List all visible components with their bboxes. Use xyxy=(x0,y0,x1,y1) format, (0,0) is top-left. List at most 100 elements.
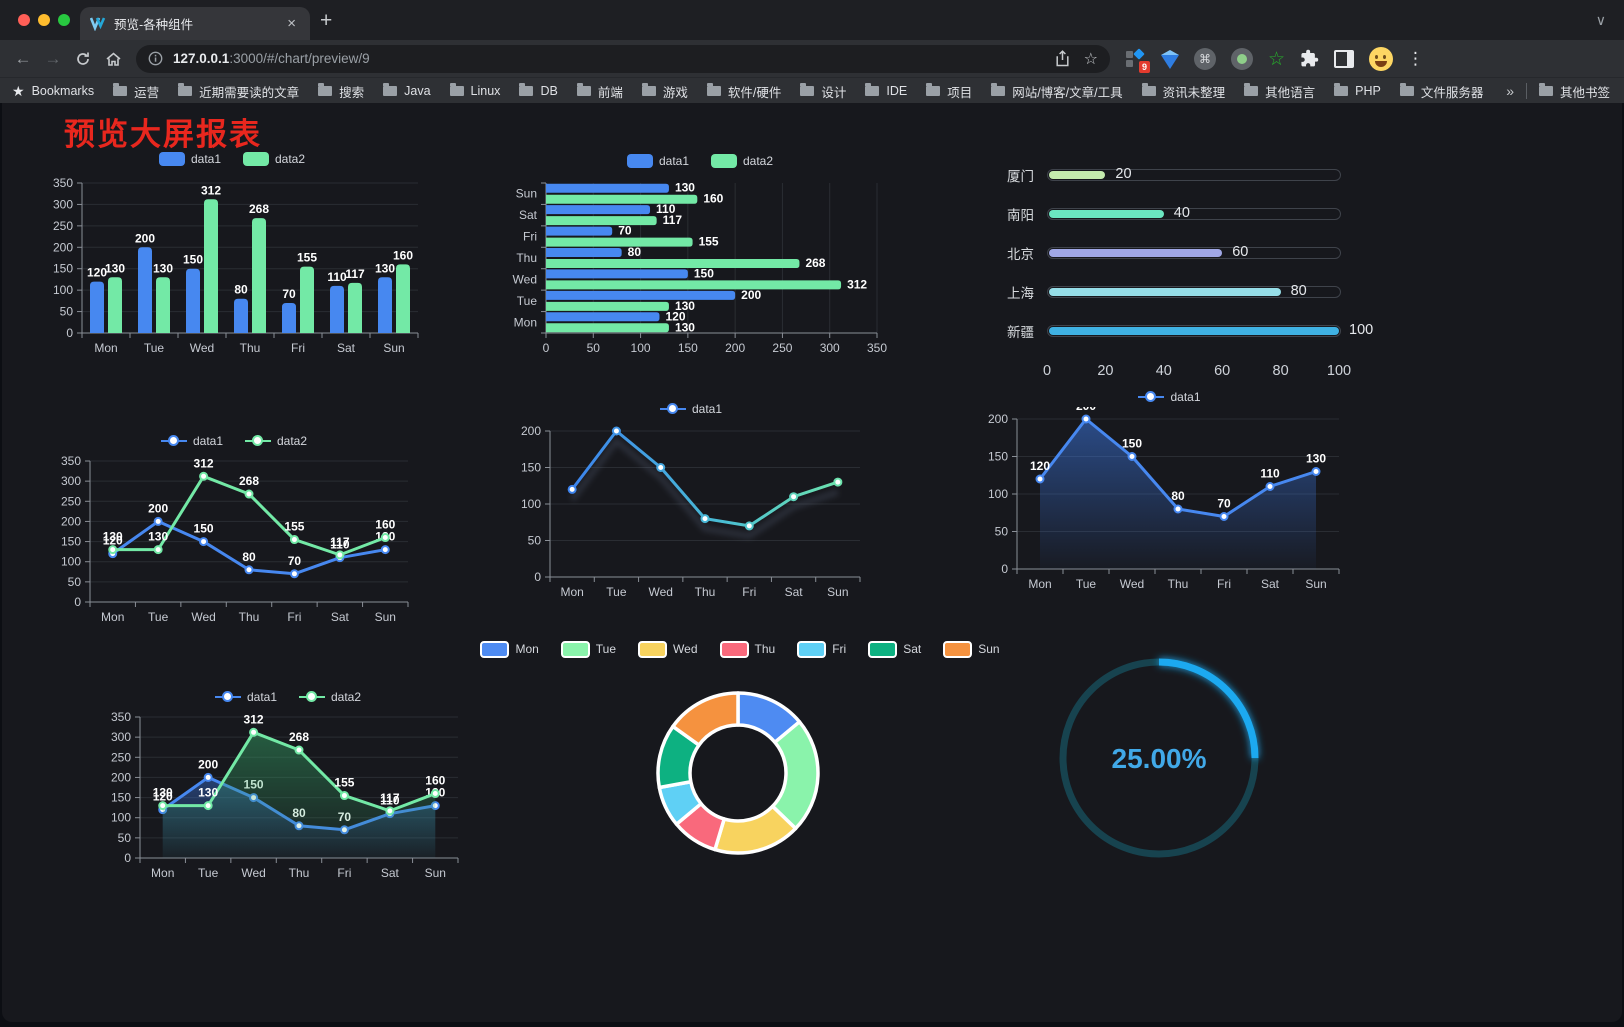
forward-button[interactable]: → xyxy=(44,48,62,68)
bookmark-folder-3[interactable]: Java xyxy=(383,83,431,98)
profile-avatar[interactable] xyxy=(1369,46,1394,71)
legend-item-data1[interactable]: data1 xyxy=(1138,390,1201,404)
svg-text:268: 268 xyxy=(239,474,259,488)
bookmark-folder-16[interactable]: 文件服务器 xyxy=(1399,82,1483,101)
legend-label: data1 xyxy=(246,690,277,704)
legend-swatch xyxy=(214,690,241,704)
legend-item-data1[interactable]: data1 xyxy=(659,402,722,416)
svg-text:100: 100 xyxy=(111,811,131,825)
minimize-window-button[interactable] xyxy=(38,14,50,26)
other-bookmarks-item[interactable]: 其他书签 xyxy=(1538,82,1610,101)
svg-text:80: 80 xyxy=(1171,489,1185,503)
legend-item-data2[interactable]: data2 xyxy=(245,434,307,448)
bookmark-star-icon[interactable]: ☆ xyxy=(1083,50,1098,68)
legend-item-data2[interactable]: data2 xyxy=(243,152,305,166)
svg-text:150: 150 xyxy=(988,450,1008,464)
svg-text:Tue: Tue xyxy=(198,866,219,880)
bookmark-folder-8[interactable]: 软件/硬件 xyxy=(706,82,781,101)
bookmark-folder-0[interactable]: 运营 xyxy=(113,82,159,101)
svg-text:300: 300 xyxy=(111,730,131,744)
svg-text:130: 130 xyxy=(103,530,123,544)
svg-text:Fri: Fri xyxy=(1217,577,1231,591)
bookmarks-manager-item[interactable]: ★ Bookmarks xyxy=(12,83,94,100)
progress-value: 100 xyxy=(1349,322,1374,338)
bookmark-folder-15[interactable]: PHP xyxy=(1334,83,1381,98)
legend-item-data1[interactable]: data1 xyxy=(214,690,277,704)
svg-text:Wed: Wed xyxy=(191,610,215,624)
site-info-icon[interactable] xyxy=(148,51,163,66)
svg-text:100: 100 xyxy=(631,341,651,355)
bookmark-folder-13[interactable]: 资讯未整理 xyxy=(1141,82,1225,101)
svg-text:200: 200 xyxy=(148,501,168,515)
legend-item-Sat[interactable]: Sat xyxy=(868,640,921,658)
legend-item-Sun[interactable]: Sun xyxy=(943,640,1000,658)
address-bar[interactable]: 127.0.0.1:3000/#/chart/preview/9 ☆ xyxy=(136,44,1110,73)
legend-swatch xyxy=(243,152,269,166)
back-button[interactable]: ← xyxy=(14,48,32,68)
bookmark-folder-7[interactable]: 游戏 xyxy=(641,82,688,101)
bookmark-folder-2[interactable]: 搜索 xyxy=(318,82,364,101)
bookmark-folder-11[interactable]: 项目 xyxy=(926,82,972,101)
bookmark-folder-1[interactable]: 近期需要读的文章 xyxy=(178,82,299,101)
bookmark-folder-6[interactable]: 前端 xyxy=(576,82,623,101)
record-extension-icon[interactable] xyxy=(1231,47,1253,70)
svg-text:200: 200 xyxy=(521,424,541,438)
svg-text:130: 130 xyxy=(153,786,173,800)
legend-item-data2[interactable]: data2 xyxy=(711,154,773,168)
legend-item-data1[interactable]: data1 xyxy=(158,152,221,166)
side-panel-icon[interactable] xyxy=(1334,49,1355,68)
svg-text:Sun: Sun xyxy=(1305,577,1326,591)
progress-track: 40 xyxy=(1047,205,1341,221)
tab-search-chevron-icon[interactable]: ∨ xyxy=(1595,12,1606,28)
svg-text:120: 120 xyxy=(103,534,123,548)
folder-icon xyxy=(449,83,464,96)
share-icon[interactable] xyxy=(1055,50,1070,67)
svg-text:120: 120 xyxy=(87,266,107,280)
bookmark-folder-10[interactable]: IDE xyxy=(865,83,907,98)
bookmark-folder-label: Java xyxy=(404,84,431,98)
svg-text:130: 130 xyxy=(375,261,395,275)
svg-text:0: 0 xyxy=(1001,562,1008,576)
star-extension-icon[interactable]: ☆ xyxy=(1268,47,1286,70)
command-extension-icon[interactable]: ⌘ xyxy=(1194,47,1216,70)
legend-item-Fri[interactable]: Fri xyxy=(797,640,846,658)
puzzle-extensions-icon[interactable] xyxy=(1300,49,1319,68)
svg-text:268: 268 xyxy=(805,256,825,270)
home-button[interactable] xyxy=(98,51,128,67)
svg-text:Wed: Wed xyxy=(1120,577,1144,591)
close-window-button[interactable] xyxy=(18,14,30,26)
bookmark-folder-9[interactable]: 设计 xyxy=(800,82,846,101)
svg-text:Mon: Mon xyxy=(94,341,117,355)
bookmark-folder-5[interactable]: DB xyxy=(519,83,558,98)
progress-fill xyxy=(1049,288,1281,296)
grid-extension-icon[interactable]: 9 xyxy=(1126,47,1150,73)
legend-item-data2[interactable]: data2 xyxy=(299,690,361,704)
svg-text:155: 155 xyxy=(334,776,354,790)
tab-close-icon[interactable]: × xyxy=(287,15,296,32)
svg-text:70: 70 xyxy=(288,554,302,568)
browser-tab[interactable]: 预览-各种组件 × xyxy=(80,7,310,40)
legend-item-Wed[interactable]: Wed xyxy=(638,640,698,658)
bookmarks-divider xyxy=(1525,83,1527,99)
legend-item-data1[interactable]: data1 xyxy=(626,154,689,168)
legend-item-data1[interactable]: data1 xyxy=(160,434,223,448)
progress-row-上海: 上海 80 xyxy=(990,283,1390,301)
legend-label: data1 xyxy=(1170,390,1201,404)
legend-item-Tue[interactable]: Tue xyxy=(560,640,616,658)
browser-menu-icon[interactable]: ⋮ xyxy=(1407,48,1425,68)
chart-legend: data1 xyxy=(987,387,1352,407)
bookmarks-overflow-chevron[interactable]: » xyxy=(1506,83,1514,99)
bookmark-folder-12[interactable]: 网站/博客/文章/工具 xyxy=(991,82,1123,101)
chart-two-lines: data1 data2 0 50 100 150 200 250 300 350 Mon Tue Wed… xyxy=(48,431,420,651)
legend-item-Mon[interactable]: Mon xyxy=(480,640,539,658)
new-tab-button[interactable]: + xyxy=(320,9,333,32)
bookmark-folder-4[interactable]: Linux xyxy=(449,83,500,98)
legend-item-Thu[interactable]: Thu xyxy=(719,640,775,658)
bookmark-folder-14[interactable]: 其他语言 xyxy=(1244,82,1315,101)
zoom-window-button[interactable] xyxy=(58,14,70,26)
svg-text:150: 150 xyxy=(183,253,203,267)
reload-button[interactable] xyxy=(68,51,98,67)
svg-text:Mon: Mon xyxy=(101,610,124,624)
gem-extension-icon[interactable] xyxy=(1161,49,1179,69)
svg-text:0: 0 xyxy=(124,851,131,865)
